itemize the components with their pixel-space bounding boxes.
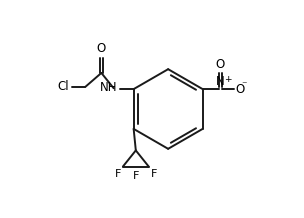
Text: F: F [150,169,157,179]
Text: F: F [133,171,139,181]
Text: +: + [224,75,232,84]
Text: N: N [216,75,225,88]
Text: O: O [97,42,106,55]
Text: ⁻: ⁻ [241,80,247,90]
Text: O: O [235,83,245,95]
Text: O: O [216,58,225,71]
Text: Cl: Cl [57,80,69,94]
Text: NH: NH [100,81,118,94]
Text: F: F [115,169,121,179]
